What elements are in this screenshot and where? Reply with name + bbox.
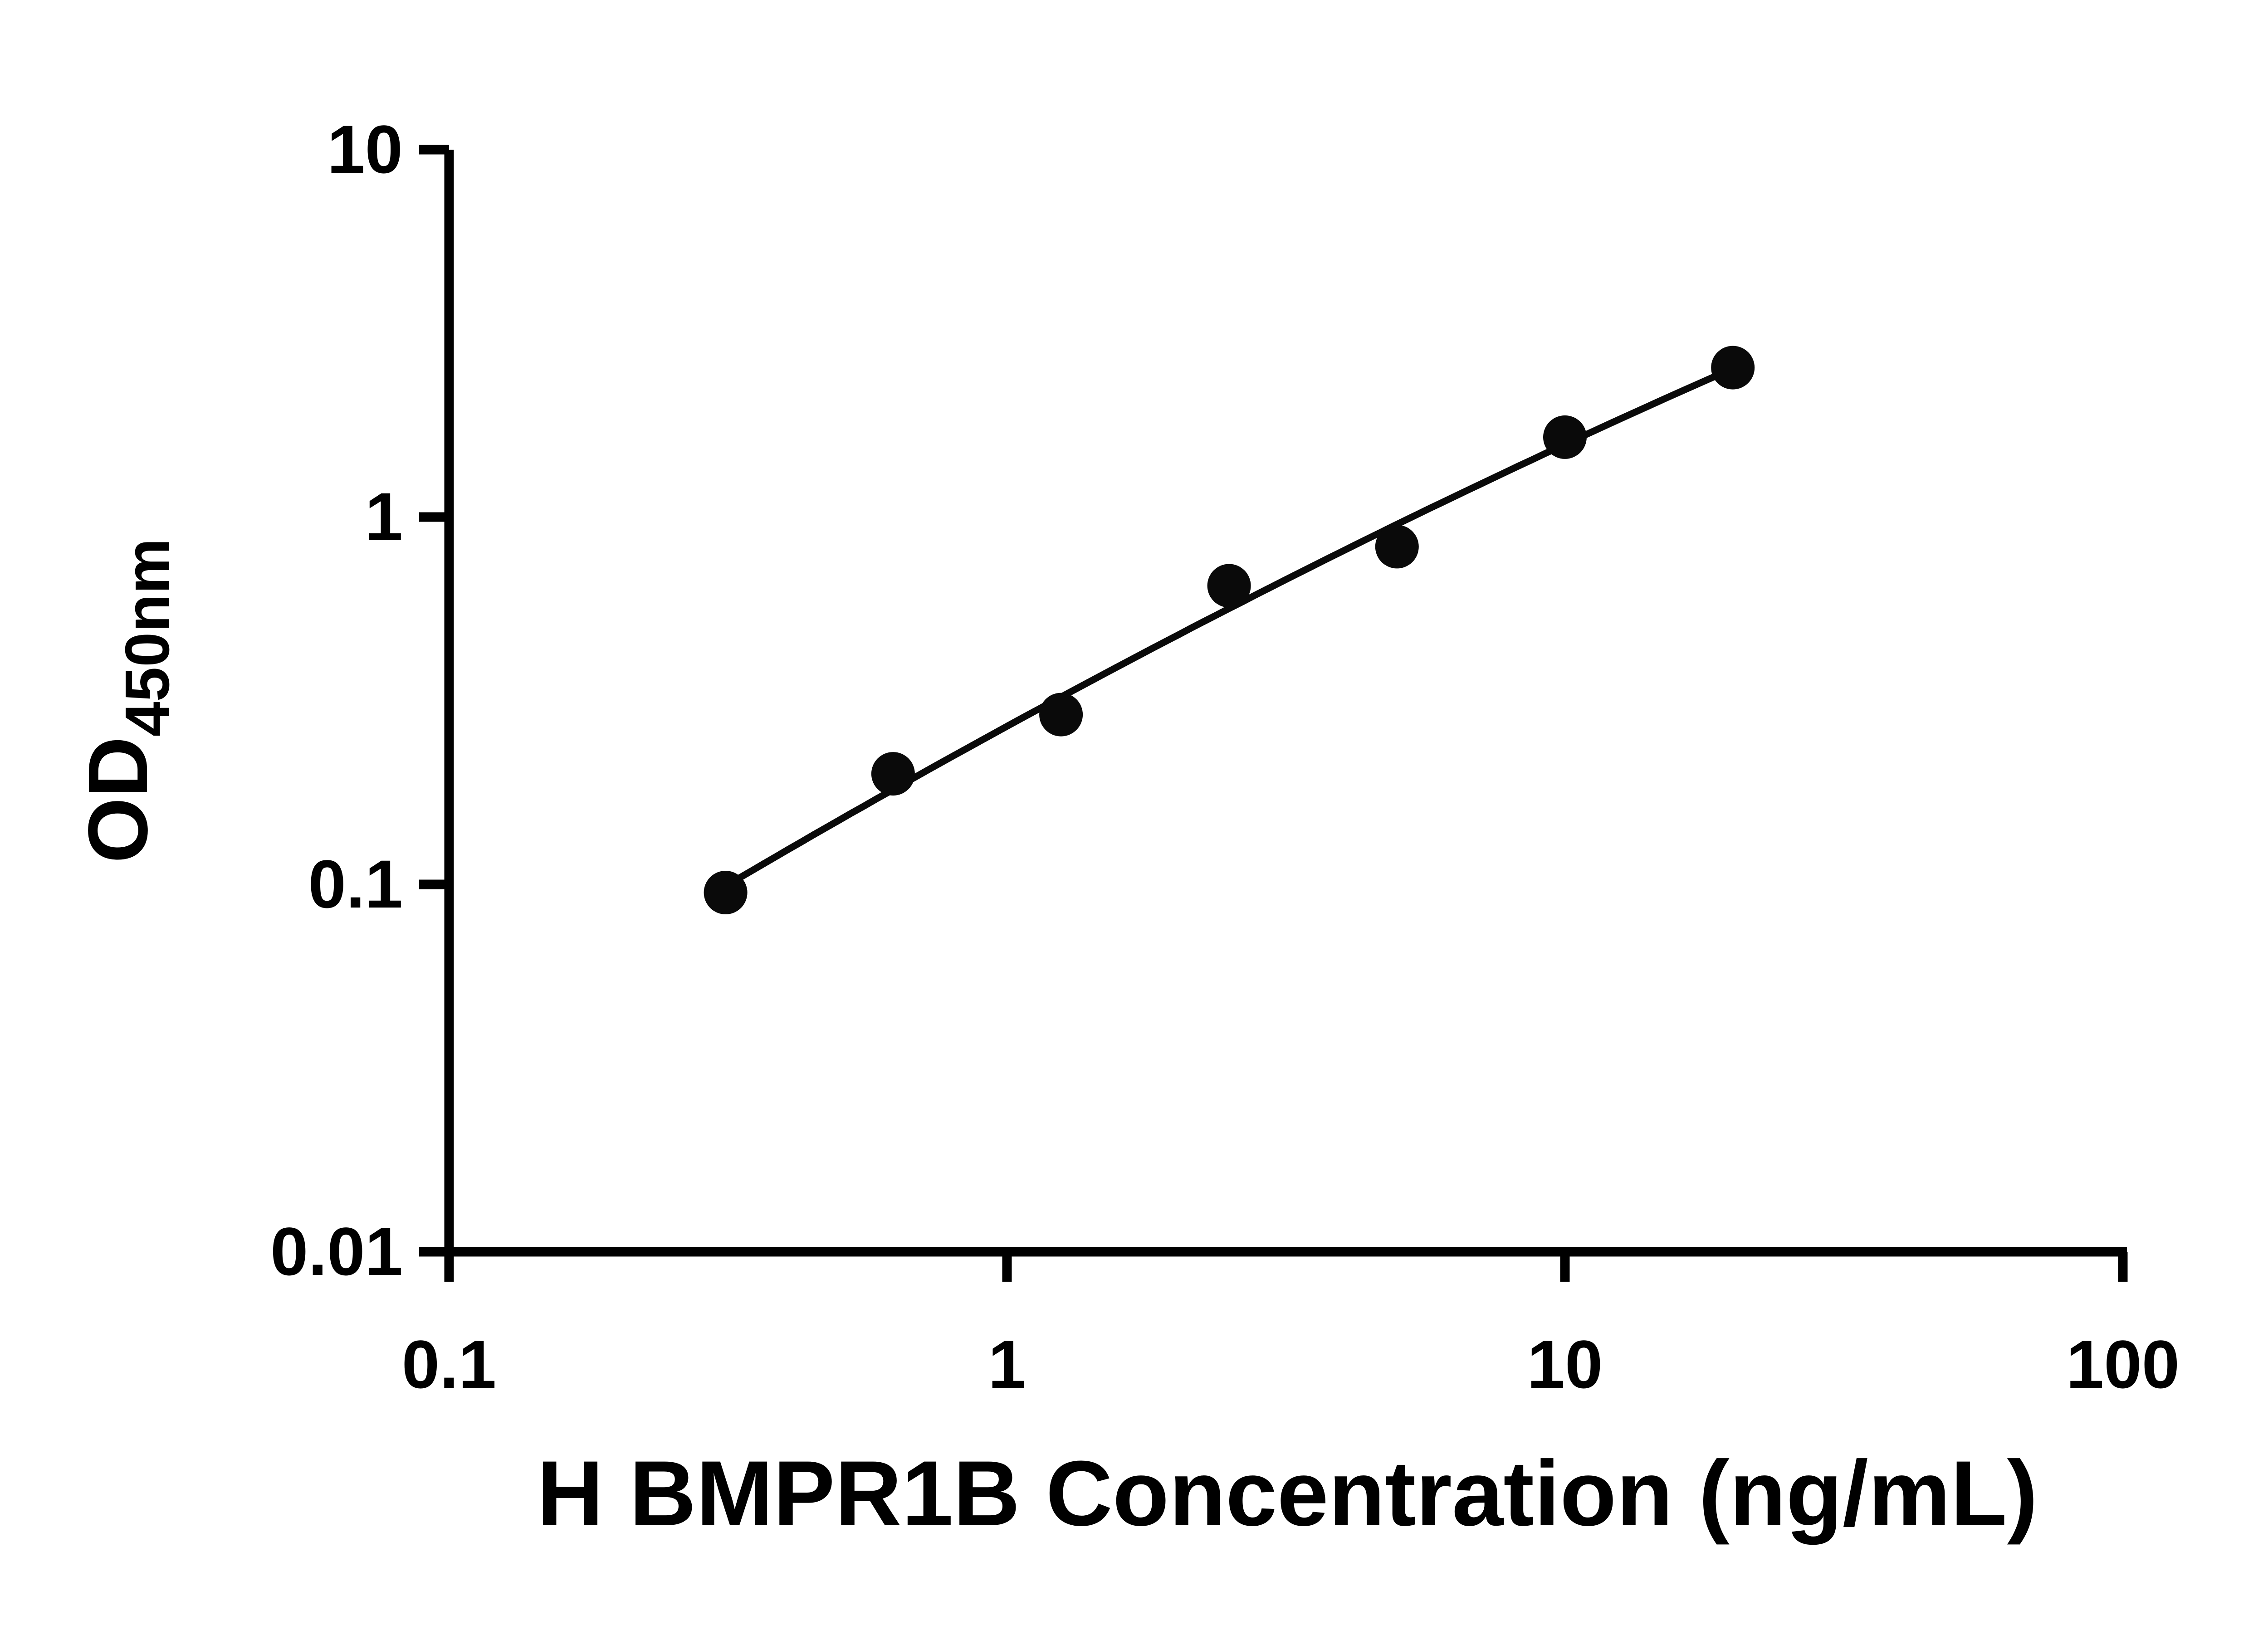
data-point (1039, 693, 1083, 737)
data-point (1207, 564, 1251, 608)
x-tick-label: 10 (1527, 1326, 1603, 1402)
data-point (704, 871, 748, 914)
data-point (1711, 346, 1755, 390)
y-tick-label: 0.1 (308, 846, 403, 922)
plot-area: 0.1 1 10 100 0.01 0.1 1 10 (270, 111, 2180, 1402)
data-point (1543, 415, 1587, 459)
y-axis-title-sub: 450nm (112, 538, 182, 737)
x-tick-label: 1 (988, 1326, 1026, 1402)
y-tick-label: 10 (327, 111, 403, 187)
y-axis-title-main: OD (71, 737, 165, 863)
y-tick-label: 1 (365, 478, 403, 555)
y-tick-label: 0.01 (270, 1213, 403, 1289)
x-tick-label: 0.1 (402, 1326, 497, 1402)
data-point (871, 752, 915, 796)
data-point (1375, 525, 1419, 569)
y-axis-title: OD450nm (71, 538, 182, 863)
x-tick-label: 100 (2066, 1326, 2180, 1402)
x-axis-title: H BMPR1B Concentration (ng/mL) (537, 1442, 2038, 1545)
